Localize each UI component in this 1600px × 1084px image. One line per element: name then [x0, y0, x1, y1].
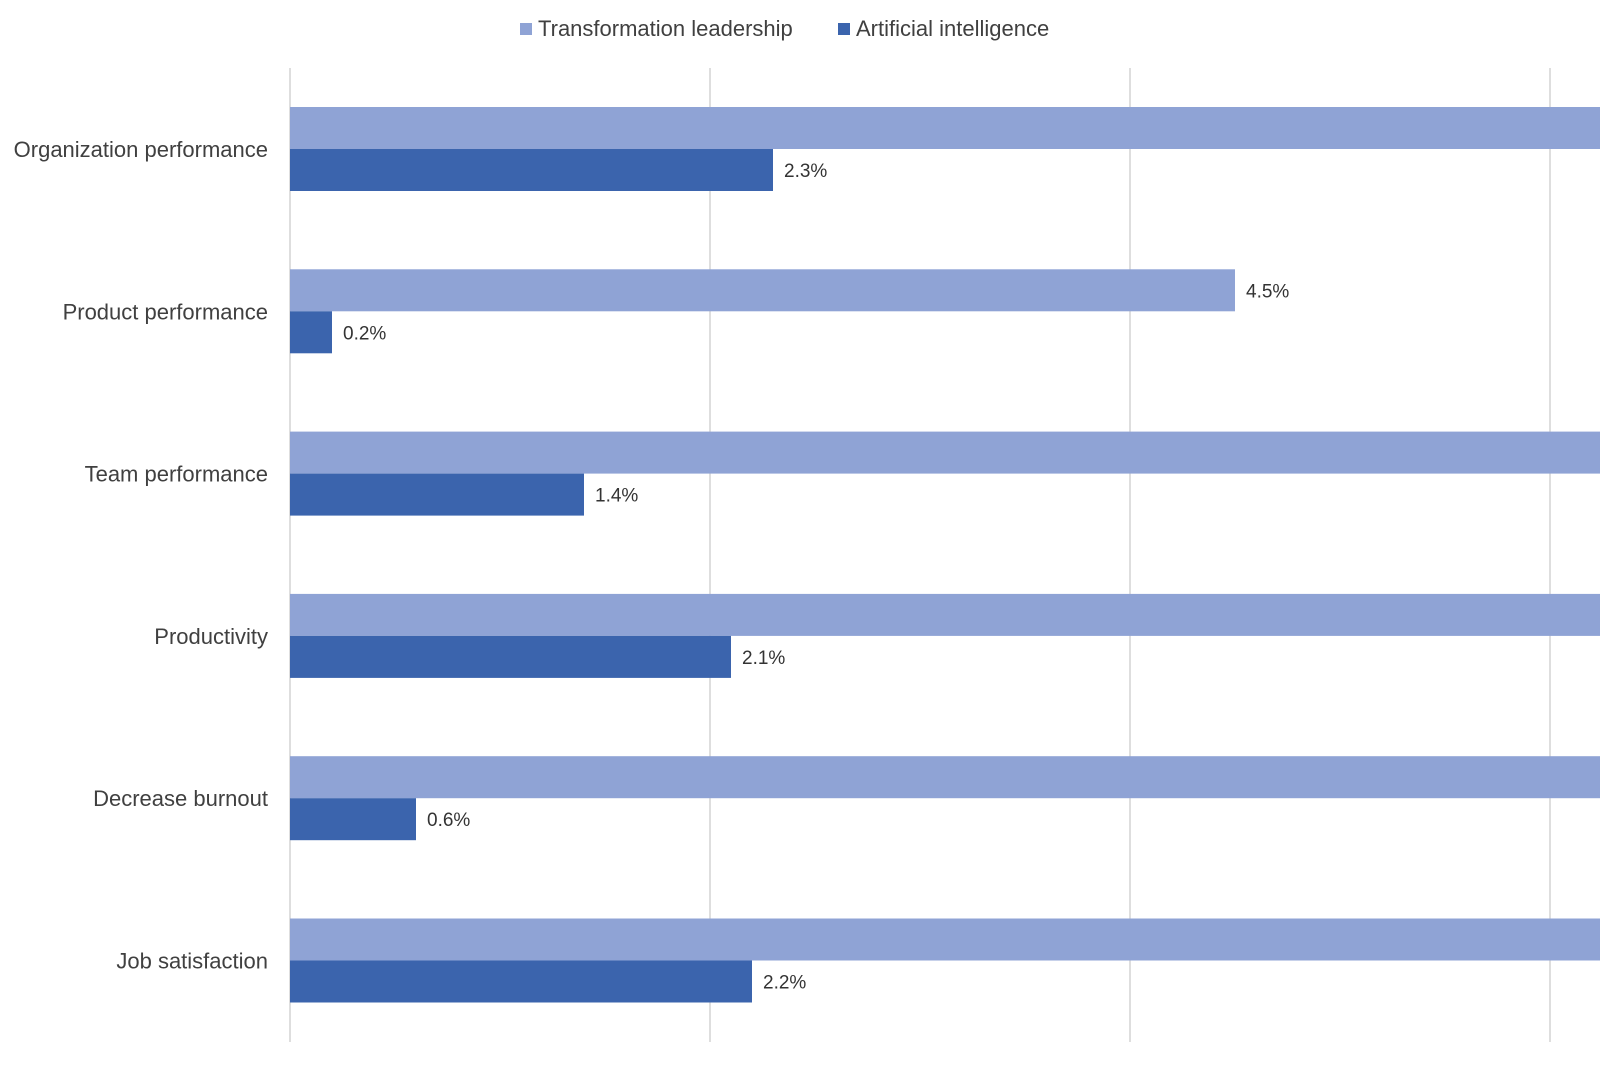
data-label: 2.3% — [784, 161, 827, 182]
bar-artificial-intelligence — [290, 635, 731, 678]
bar-transformation-leadership — [290, 269, 1235, 312]
legend-label: Artificial intelligence — [856, 16, 1049, 41]
legend-item-artificial-intelligence: Artificial intelligence — [838, 16, 1049, 41]
bar-transformation-leadership — [290, 756, 1600, 799]
data-label: 4.5% — [1246, 281, 1289, 302]
gridlines — [289, 68, 1551, 1042]
legend: Transformation leadership Artificial inte… — [520, 16, 1049, 41]
legend-label: Transformation leadership — [538, 16, 793, 41]
data-label: 1.4% — [595, 486, 638, 507]
data-label: 2.2% — [763, 973, 806, 994]
category-label: Job satisfaction — [116, 949, 268, 974]
legend-swatch — [520, 23, 532, 35]
data-label: 0.6% — [427, 810, 470, 831]
data-labels: 10.3%2.3%4.5%0.2%8.7%1.4%8.7%2.1%9.9%0.6… — [343, 161, 1289, 994]
category-label: Product performance — [63, 299, 268, 324]
category-label: Team performance — [85, 462, 268, 487]
category-label: Organization performance — [14, 137, 268, 162]
bar-transformation-leadership — [290, 107, 1600, 149]
bar-artificial-intelligence — [290, 798, 416, 841]
category-label: Decrease burnout — [93, 786, 268, 811]
data-label: 2.1% — [742, 648, 785, 669]
bar-artificial-intelligence — [290, 960, 752, 1003]
legend-item-transformation-leadership: Transformation leadership — [520, 16, 793, 41]
bar-transformation-leadership — [290, 431, 1600, 474]
data-label: 0.2% — [343, 323, 386, 344]
bar-artificial-intelligence — [290, 311, 332, 354]
bar-transformation-leadership — [290, 593, 1600, 636]
bar-transformation-leadership — [290, 918, 1600, 961]
legend-swatch — [838, 23, 850, 35]
bar-artificial-intelligence — [290, 473, 584, 516]
category-label: Productivity — [154, 624, 268, 649]
bar-artificial-intelligence — [290, 149, 773, 191]
category-labels: Organization performance Product performa… — [14, 137, 268, 974]
bars — [290, 107, 1600, 1003]
